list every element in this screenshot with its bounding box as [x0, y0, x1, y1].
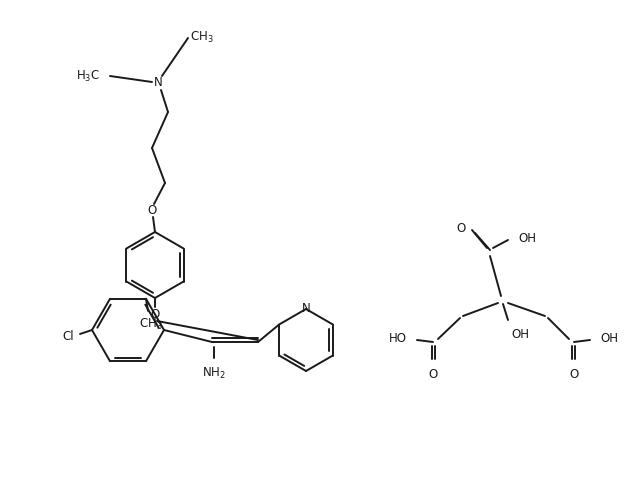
- Text: O: O: [150, 308, 159, 321]
- Text: N: N: [302, 301, 311, 314]
- Text: OH: OH: [518, 231, 536, 244]
- Text: HO: HO: [389, 333, 407, 346]
- Text: O: O: [147, 204, 157, 216]
- Text: CH$_3$: CH$_3$: [139, 317, 163, 332]
- Text: O: O: [570, 368, 578, 381]
- Text: OH: OH: [600, 333, 618, 346]
- Text: OH: OH: [511, 328, 529, 341]
- Text: NH$_2$: NH$_2$: [202, 366, 226, 381]
- Text: Cl: Cl: [62, 329, 74, 343]
- Text: N: N: [154, 75, 163, 88]
- Text: H$_3$C: H$_3$C: [76, 69, 100, 84]
- Text: O: O: [429, 368, 438, 381]
- Text: O: O: [457, 221, 466, 235]
- Text: CH$_3$: CH$_3$: [190, 30, 214, 45]
